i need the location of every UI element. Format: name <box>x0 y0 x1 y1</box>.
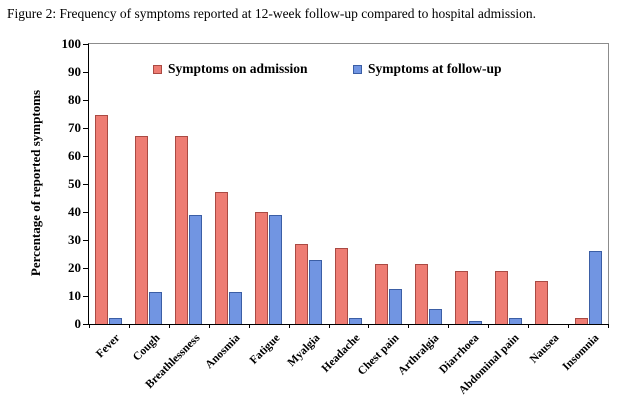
y-tick-label-40: 40 <box>68 204 81 219</box>
x-label-chest-pain: Chest pain <box>356 332 402 378</box>
x-label-nausea: Nausea <box>527 332 562 366</box>
bar-admission-arthralgia <box>414 263 428 324</box>
legend-entry-admission: Symptoms on admission <box>153 61 308 77</box>
x-label-anosmia: Anosmia <box>202 332 243 372</box>
bar-group-abdominal-pain <box>488 44 528 324</box>
bar-group-headache <box>329 44 369 324</box>
y-tick-label-100: 100 <box>61 36 82 51</box>
x-label-arthralgia: Arthralgia <box>396 332 442 378</box>
x-tick-mark <box>448 324 450 328</box>
bar-group-anosmia <box>209 44 249 324</box>
x-tick-mark <box>89 324 90 328</box>
y-tick-mark <box>83 268 88 269</box>
bar-admission-fatigue <box>255 212 269 324</box>
x-tick-mark <box>488 324 490 328</box>
x-label-myalgia: Myalgia <box>285 332 323 369</box>
bar-group-insomnia <box>568 44 608 324</box>
figure-caption: Figure 2: Frequency of symptoms reported… <box>7 6 537 21</box>
bar-group-breathlessness <box>169 44 209 324</box>
y-tick-label-20: 20 <box>68 260 81 275</box>
y-tick-label-0: 0 <box>74 316 82 331</box>
bar-admission-breathlessness <box>175 136 189 324</box>
y-tick-mark <box>83 72 88 73</box>
y-tick-mark <box>83 128 88 129</box>
x-label-fatigue: Fatigue <box>247 332 283 367</box>
bar-admission-headache <box>334 248 348 324</box>
x-tick-mark <box>248 324 250 328</box>
y-tick-label-30: 30 <box>68 232 81 247</box>
bar-group-nausea <box>528 44 568 324</box>
y-tick-mark <box>83 184 88 185</box>
x-label-cough: Cough <box>130 332 163 364</box>
bar-followup-chest-pain <box>388 289 402 324</box>
y-tick-label-60: 60 <box>68 148 81 163</box>
bar-admission-insomnia <box>574 318 588 324</box>
x-tick-mark <box>368 324 370 328</box>
y-tick-mark <box>83 240 88 241</box>
bar-group-fatigue <box>249 44 289 324</box>
y-tick-mark <box>83 156 88 157</box>
bar-group-myalgia <box>289 44 329 324</box>
y-tick-label-80: 80 <box>68 92 81 107</box>
bar-admission-fever <box>95 115 109 324</box>
y-tick-label-70: 70 <box>68 120 81 135</box>
y-tick-label-50: 50 <box>68 176 81 191</box>
bar-group-fever <box>89 44 129 324</box>
y-tick-mark <box>83 212 88 213</box>
bar-followup-abdominal-pain <box>508 318 522 324</box>
y-tick-label-10: 10 <box>68 288 81 303</box>
legend-entry-followup: Symptoms at follow-up <box>353 61 502 77</box>
bar-followup-headache <box>348 318 362 324</box>
x-tick-mark <box>208 324 210 328</box>
y-axis-title-text: Percentage of reported symptoms <box>28 89 43 277</box>
x-tick-mark <box>168 324 170 328</box>
bar-admission-cough <box>135 136 149 324</box>
bar-followup-fatigue <box>269 214 283 324</box>
x-tick-mark <box>128 324 130 328</box>
x-tick-mark <box>608 324 609 328</box>
bar-followup-myalgia <box>309 259 323 324</box>
bar-followup-arthralgia <box>428 308 442 324</box>
y-tick-mark <box>83 324 88 325</box>
bar-group-arthralgia <box>408 44 448 324</box>
legend-swatch-admission-icon <box>153 64 162 74</box>
bar-group-chest-pain <box>368 44 408 324</box>
legend-label-admission: Symptoms on admission <box>168 61 308 76</box>
bar-admission-anosmia <box>215 192 229 324</box>
bar-followup-diarrhoea <box>468 321 482 324</box>
x-tick-mark <box>568 324 570 328</box>
bar-group-cough <box>129 44 169 324</box>
bar-followup-cough <box>149 291 163 324</box>
x-tick-mark <box>408 324 410 328</box>
y-tick-mark <box>83 100 88 101</box>
x-tick-mark <box>528 324 530 328</box>
bar-group-diarrhoea <box>448 44 488 324</box>
bar-followup-anosmia <box>229 291 243 324</box>
legend: Symptoms on admission Symptoms at follow… <box>89 61 608 81</box>
bar-admission-diarrhoea <box>454 270 468 324</box>
bar-admission-nausea <box>534 280 548 324</box>
x-label-fever: Fever <box>94 332 123 361</box>
x-tick-mark <box>328 324 330 328</box>
y-tick-label-90: 90 <box>68 64 81 79</box>
y-tick-mark <box>83 296 88 297</box>
x-label-insomnia: Insomnia <box>560 332 602 374</box>
bar-admission-myalgia <box>295 244 309 324</box>
legend-swatch-followup-icon <box>353 64 362 74</box>
x-tick-mark <box>288 324 290 328</box>
legend-label-followup: Symptoms at follow-up <box>368 61 502 76</box>
y-tick-mark <box>83 44 88 45</box>
bar-admission-chest-pain <box>374 263 388 324</box>
plot-area: Symptoms on admission Symptoms at follow… <box>62 36 609 397</box>
bar-admission-abdominal-pain <box>494 270 508 324</box>
bar-followup-breathlessness <box>189 214 203 324</box>
bar-followup-insomnia <box>588 251 602 324</box>
bar-followup-fever <box>109 318 123 324</box>
